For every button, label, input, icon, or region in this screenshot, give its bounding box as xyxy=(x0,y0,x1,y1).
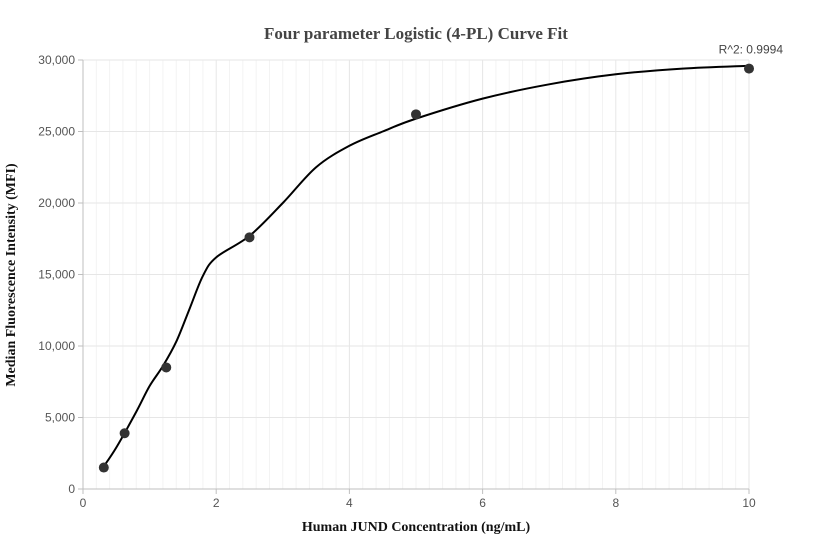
y-tick-label: 0 xyxy=(68,482,75,496)
y-tick-label: 5,000 xyxy=(45,411,75,425)
y-tick-label: 30,000 xyxy=(38,53,75,67)
x-tick-label: 10 xyxy=(742,496,756,510)
data-point xyxy=(161,362,172,373)
y-tick-label: 10,000 xyxy=(38,339,75,353)
fit-curve-line xyxy=(102,64,750,469)
series xyxy=(98,63,754,473)
data-point xyxy=(744,63,754,74)
x-tick-label: 0 xyxy=(80,496,87,510)
y-tick-label: 25,000 xyxy=(38,125,75,139)
y-tick-label: 15,000 xyxy=(38,268,75,282)
data-point xyxy=(411,109,421,120)
x-tick-label: 8 xyxy=(612,496,619,510)
x-axis-title: Human JUND Concentration (ng/mL) xyxy=(302,520,531,535)
data-point xyxy=(244,232,255,243)
y-axis-title: Median Fluorescence Intensity (MFI) xyxy=(4,163,19,387)
axes: 0 5,000 10,000 15,000 20,000 25,000 30,000 0 2 4 6… xyxy=(38,53,756,510)
data-point xyxy=(98,462,109,473)
x-tick-label: 4 xyxy=(346,496,353,510)
labels: Four parameter Logistic (4-PL) Curve Fit… xyxy=(4,24,783,535)
chart-title: Four parameter Logistic (4-PL) Curve Fit xyxy=(264,24,568,43)
y-tick-label: 20,000 xyxy=(38,196,75,210)
r-squared-annotation: R^2: 0.9994 xyxy=(719,43,784,57)
data-point xyxy=(119,428,130,439)
x-tick-label: 6 xyxy=(479,496,486,510)
x-tick-label: 2 xyxy=(213,496,220,510)
grid xyxy=(83,59,750,489)
